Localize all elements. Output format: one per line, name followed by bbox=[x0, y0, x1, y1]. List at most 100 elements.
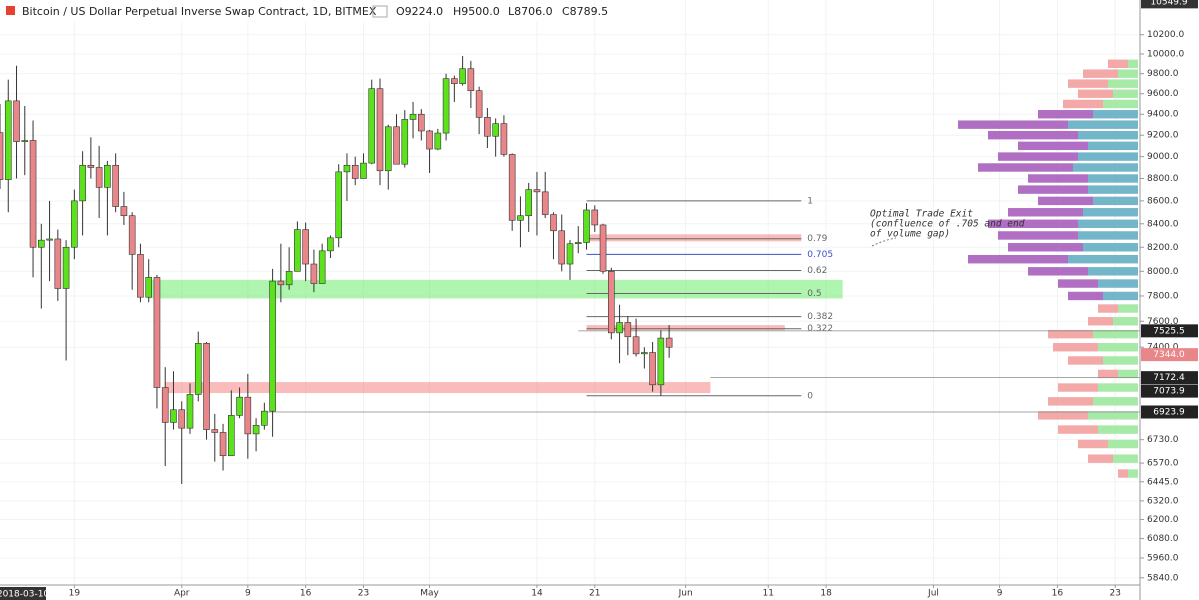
candle-body bbox=[252, 424, 260, 435]
candle-body bbox=[21, 140, 29, 142]
volume-up bbox=[1088, 411, 1138, 420]
candle-body bbox=[608, 271, 615, 334]
volume-down bbox=[1083, 69, 1118, 78]
candle-body bbox=[112, 164, 119, 207]
candle-body bbox=[178, 409, 186, 429]
y-tick-label: 9600.0 bbox=[1147, 89, 1179, 99]
x-tick-label: 19 bbox=[69, 589, 81, 599]
candle-body bbox=[632, 336, 640, 355]
x-tick-label: Jun bbox=[678, 589, 693, 599]
candle-body bbox=[310, 263, 318, 284]
x-tick-label: 16 bbox=[1052, 589, 1064, 599]
fib-label: 0.5 bbox=[807, 289, 821, 299]
candle-body bbox=[376, 88, 384, 172]
candle-body bbox=[71, 200, 78, 248]
volume-up bbox=[1113, 454, 1138, 463]
candle-body bbox=[624, 322, 632, 338]
y-tick-label: 7600.0 bbox=[1147, 317, 1179, 327]
price-marker bbox=[1141, 0, 1198, 9]
candle-body bbox=[343, 164, 351, 173]
volume-down bbox=[1118, 469, 1128, 478]
candle-body bbox=[170, 409, 177, 423]
y-tick-label: 8400.0 bbox=[1147, 219, 1179, 229]
annotation-line: Optimal Trade Exit bbox=[870, 209, 973, 220]
candle-body bbox=[228, 415, 235, 457]
volume-down bbox=[1058, 425, 1098, 434]
candle-body bbox=[302, 229, 309, 265]
candle-body bbox=[442, 78, 450, 134]
y-tick-label: 5960.0 bbox=[1147, 553, 1179, 563]
candle-body bbox=[451, 78, 458, 84]
candle-body bbox=[591, 209, 599, 226]
price-marker-label: 6923.9 bbox=[1153, 407, 1185, 417]
candle-body bbox=[277, 280, 285, 286]
y-tick-label: 9200.0 bbox=[1147, 131, 1179, 141]
volume-up bbox=[1128, 469, 1138, 478]
volume-up bbox=[1093, 110, 1138, 119]
volume-down bbox=[1038, 196, 1093, 206]
symbol-icon bbox=[6, 6, 15, 15]
volume-down bbox=[988, 219, 1078, 229]
volume-up bbox=[1098, 279, 1138, 288]
readout-close: C8789.5 bbox=[562, 5, 608, 18]
candle-body bbox=[558, 230, 566, 265]
candle-body bbox=[550, 214, 557, 232]
candle-body bbox=[128, 215, 136, 255]
candle-body bbox=[186, 394, 194, 429]
candle-body bbox=[244, 396, 252, 435]
volume-up bbox=[1103, 356, 1138, 365]
candle-body bbox=[541, 191, 549, 215]
y-tick-label: 9000.0 bbox=[1147, 152, 1179, 162]
volume-down bbox=[1063, 99, 1103, 109]
volume-up bbox=[1073, 163, 1138, 172]
candle-body bbox=[54, 238, 62, 289]
candle-body bbox=[137, 254, 144, 298]
volume-down bbox=[1098, 369, 1118, 379]
volume-up bbox=[1083, 243, 1138, 252]
annotation-line: (confluence of .705 and end bbox=[870, 219, 1025, 230]
candle-body bbox=[393, 126, 400, 165]
y-tick-label: 5840.0 bbox=[1147, 573, 1179, 583]
y-tick-label: 8800.0 bbox=[1147, 174, 1179, 184]
fib-label: 0.79 bbox=[807, 234, 827, 244]
price-zone bbox=[148, 279, 843, 299]
candle-body bbox=[566, 243, 574, 265]
header-button[interactable] bbox=[372, 5, 388, 18]
volume-down bbox=[958, 120, 1068, 129]
y-tick-label: 6320.0 bbox=[1147, 496, 1179, 506]
volume-up bbox=[1103, 291, 1138, 301]
candle-body bbox=[318, 250, 326, 284]
price-marker bbox=[1141, 324, 1198, 338]
candle-body bbox=[475, 90, 483, 118]
candle-body bbox=[236, 396, 243, 416]
candle-body bbox=[335, 171, 342, 239]
volume-up bbox=[1098, 343, 1138, 352]
x-tick-label: Jul bbox=[927, 589, 939, 599]
volume-up bbox=[1128, 59, 1138, 68]
candle-body bbox=[38, 239, 45, 248]
y-tick-label: 10000.0 bbox=[1147, 49, 1184, 59]
y-tick-label: 6445.0 bbox=[1147, 477, 1179, 487]
candle-body bbox=[79, 164, 86, 202]
volume-down bbox=[1028, 267, 1088, 276]
candle-body bbox=[161, 387, 169, 423]
volume-down bbox=[1048, 329, 1093, 339]
candle-body bbox=[467, 68, 475, 92]
price-marker-label: 7073.9 bbox=[1153, 387, 1185, 397]
volume-down bbox=[1018, 185, 1088, 194]
volume-up bbox=[1093, 397, 1138, 406]
candle-body bbox=[194, 342, 202, 395]
x-tick-label: 23 bbox=[1109, 589, 1120, 599]
candle-body bbox=[368, 88, 376, 164]
volume-down bbox=[988, 130, 1078, 140]
x-tick-label: 9 bbox=[245, 589, 251, 599]
candle-body bbox=[62, 246, 70, 289]
candle-body bbox=[533, 189, 541, 193]
candle-body bbox=[599, 224, 607, 272]
plot-layer: 1 0.79 0.705 0.62 0.5 0.382 0.322 0 bbox=[0, 0, 1140, 585]
candle-body bbox=[285, 271, 293, 286]
x-tick-label: 23 bbox=[358, 589, 369, 599]
readout-low: L8706.0 bbox=[508, 5, 553, 18]
volume-up bbox=[1083, 208, 1138, 217]
